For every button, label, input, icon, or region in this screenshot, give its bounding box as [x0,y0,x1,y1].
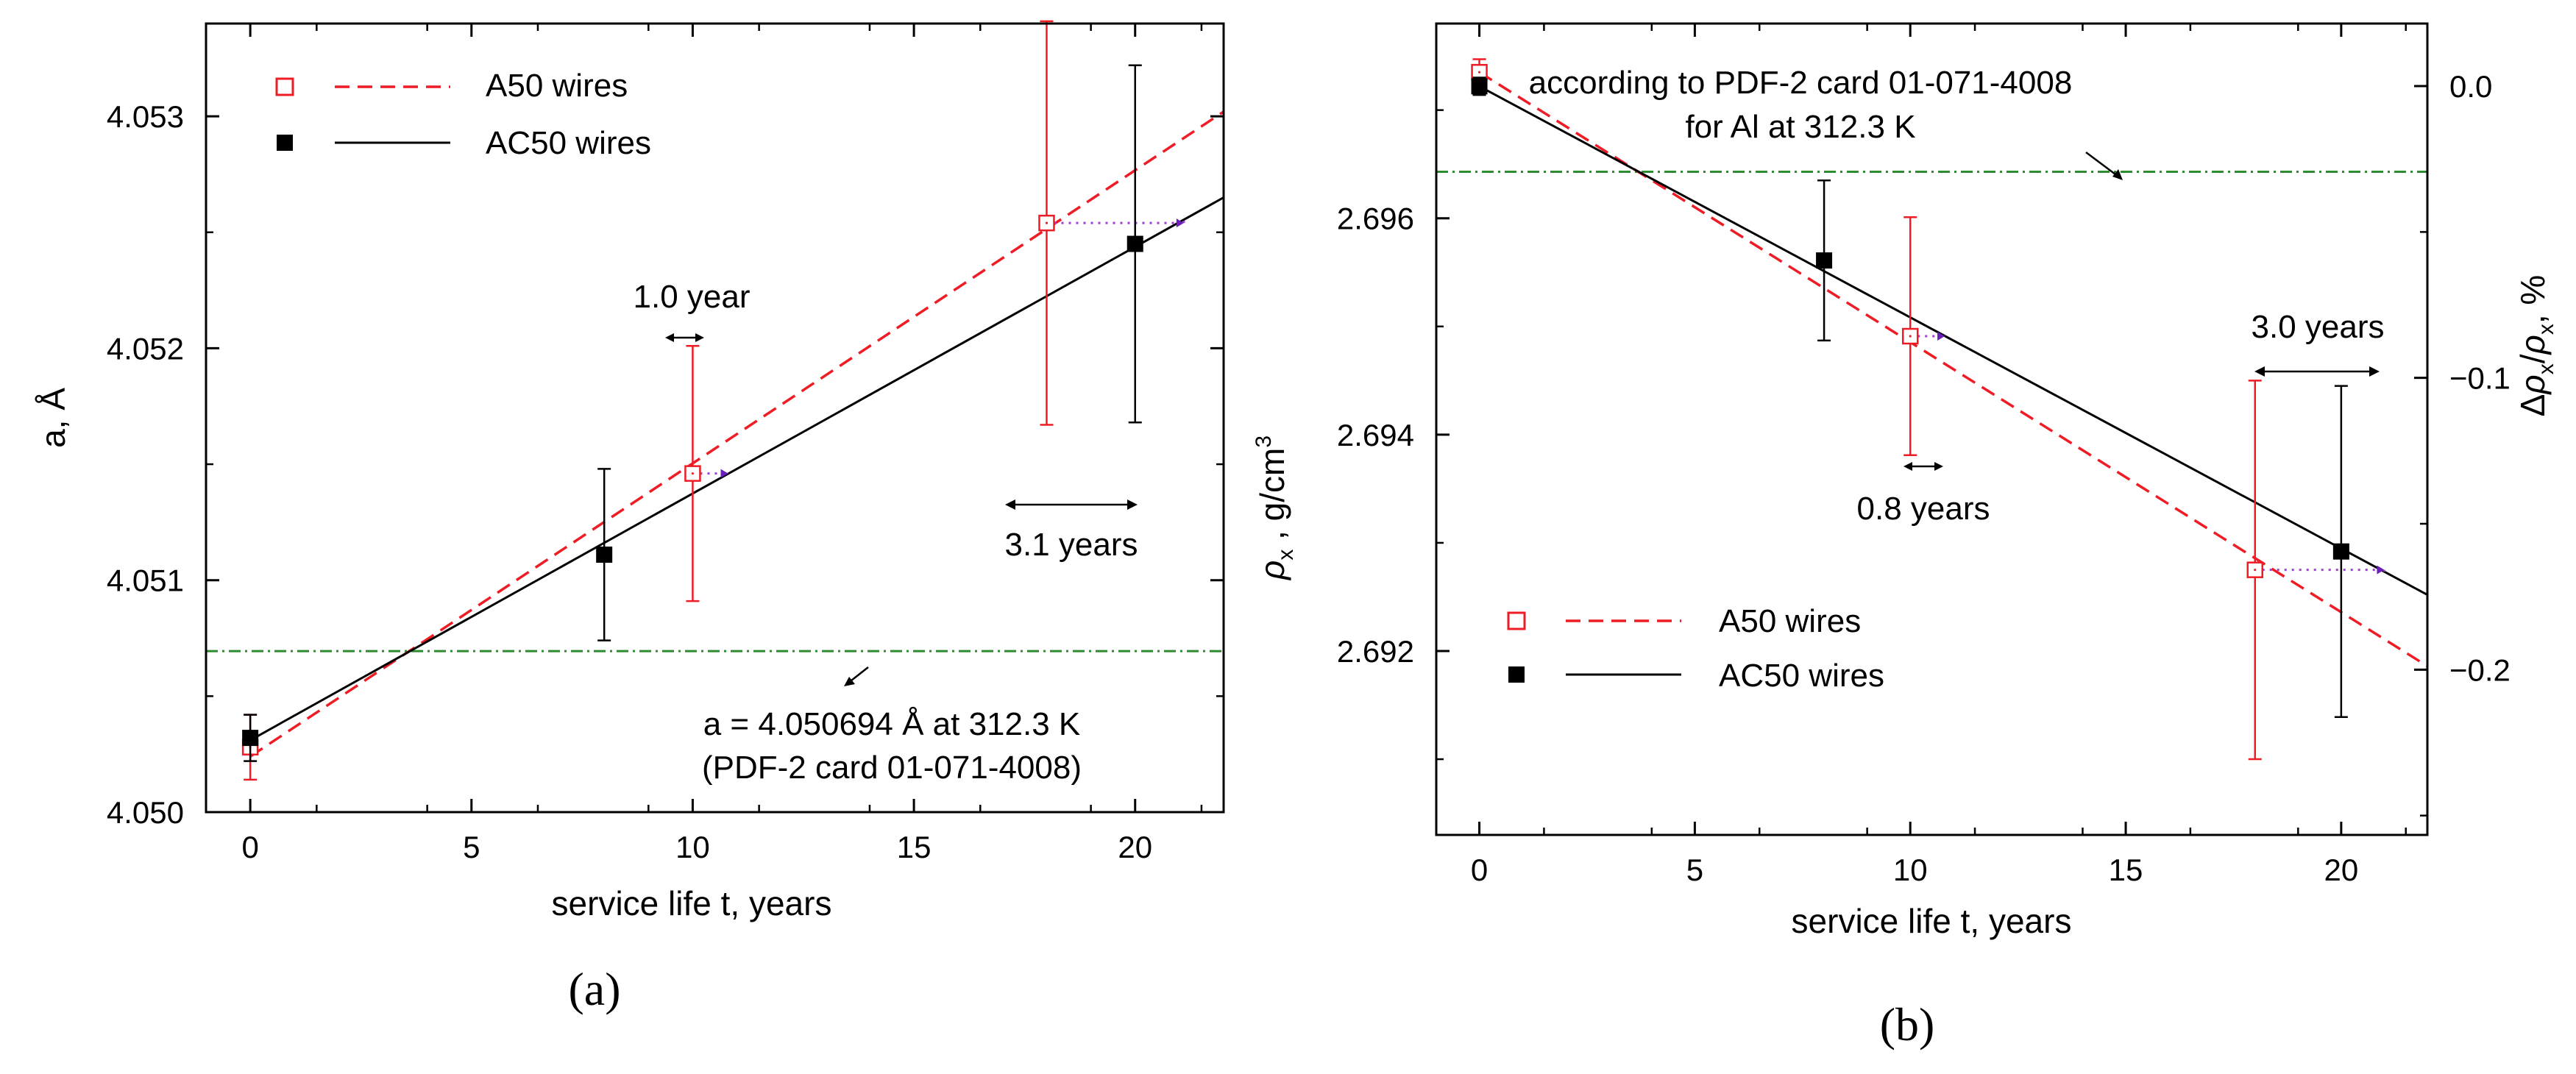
panel-b-ytick-label-0: 2.692 [1337,634,1414,669]
marker-filled-square [1471,78,1488,95]
panel-b-ytick-label-2: 2.696 [1337,202,1414,236]
legend-ac50-marker [277,135,293,151]
annotation-0-8-years: 0.8 years [1857,491,1990,527]
panel-a-ac50-point-2 [1126,64,1143,424]
panel-b-guide-mid-arrowhead [1937,332,1945,341]
marker-center-dot [2254,569,2257,572]
panel-b-x-axis-title: service life t, years [1792,902,2072,940]
marker-filled-square [242,730,259,747]
panel-b-chart: 0 5 10 15 20 2.692 2.694 2.696 0.0 −0.1 −0.2 A50 w… [1252,22,2558,1050]
panel-b-a50-point-2 [2246,380,2263,761]
panel-b-y2tick-label-0: 0.0 [2449,69,2492,104]
panel-a-a50-point-2 [1038,20,1055,426]
panel-a-plot-content [206,20,1224,781]
legend-b-ac50-label: AC50 wires [1719,658,1884,694]
panel-b-xtick-label-5: 5 [1686,853,1703,887]
panel-a-ac50-point-1 [596,468,613,641]
panel-a-y-axis-title: a, Å [34,388,72,448]
reference-annotation-arrow-b [2085,152,2123,180]
panel-b-label: (b) [1880,998,1935,1050]
panel-a-ac50-point-0 [242,714,259,762]
reference-annotation-b-line1: according to PDF-2 card 01-071-4008 [1529,65,2073,101]
panel-a-legend: A50 wires AC50 wires [275,68,651,161]
panel-b-xtick-label-20: 20 [2324,853,2359,887]
panel-b-xtick-label-10: 10 [1893,853,1928,887]
marker-filled-square [596,547,613,563]
legend-b-ac50-marker [1508,666,1525,683]
annotation-0-8-years-arrow [1903,462,1943,471]
legend-b-a50-marker [1507,611,1526,630]
panel-b-guide-last [2254,565,2385,575]
panel-a-ytick-label-3: 4.053 [107,99,184,134]
panel-b-ac50-point-2 [2332,385,2349,718]
panel-a-x-axis-title: service life t, years [552,884,832,922]
panel-b-ac50-point-1 [1816,179,1833,342]
marker-filled-square [1126,235,1143,252]
annotation-3-1-years: 3.1 years [1005,527,1138,563]
panel-a-xtick-label-15: 15 [897,830,932,864]
annotation-1-0-year-arrow [665,333,704,342]
reference-annotation-line1: a = 4.050694 Å at 312.3 K [703,706,1081,742]
panel-a-ytick-label-1: 4.051 [107,563,184,598]
marker-center-dot [1909,335,1912,338]
panel-b-ytick-label-1: 2.694 [1337,418,1414,452]
panel-a-guide-last [1046,218,1185,228]
panel-b-guide-mid [1910,332,1946,341]
legend-b-a50-label: A50 wires [1719,603,1861,639]
panel-b-plot-frame [1435,22,2429,836]
panel-b-a50-point-1 [1901,216,1919,457]
legend-a50-marker [275,77,294,96]
panel-b-xtick-label-15: 15 [2109,853,2143,887]
panel-a-chart: 0 5 10 15 20 4.050 4.051 4.052 4.053 A50 wires A… [34,20,1225,1015]
panel-a-ytick-label-2: 4.052 [107,331,184,366]
marker-filled-square [1816,252,1833,269]
annotation-3-0-years: 3.0 years [2252,309,2385,345]
panel-a-axes: 0 5 10 15 20 4.050 4.051 4.052 4.053 [107,24,1224,864]
panel-b-axes: 0 5 10 15 20 2.692 2.694 2.696 0.0 −0.1 −0.2 [1337,24,2511,887]
panel-b-guide-last-arrowhead [2377,565,2385,575]
panel-b-fit-line-ac50 [1478,85,2428,596]
panel-b-xtick-label-0: 0 [1471,853,1488,887]
panel-a-xtick-label-0: 0 [241,830,258,864]
panel-a-fit-line-ac50 [249,196,1224,742]
reference-annotation-line2: (PDF-2 card 01-071-4008) [702,750,1082,786]
panel-b-legend: A50 wires AC50 wires [1507,603,1884,694]
panel-b-ac50-point-0 [1471,77,1488,96]
panel-a-xtick-label-10: 10 [675,830,710,864]
panel-a-label: (a) [568,963,620,1015]
panel-a-guide-mid [692,469,730,478]
marker-center-dot [1045,221,1049,224]
annotation-1-0-year: 1.0 year [634,279,751,315]
panel-a-xtick-label-20: 20 [1118,830,1152,864]
panel-a-annotations: 1.0 year 3.1 years a = 4.050694 Å at 312… [634,279,1138,786]
legend-ac50-label: AC50 wires [486,125,651,161]
panel-b-y-axis-title: ρx , g/cm3 [1252,435,1298,581]
marker-center-dot [691,472,695,475]
marker-center-dot [1477,71,1481,74]
legend-a50-label: A50 wires [486,68,628,104]
panel-b-y2tick-label-1: −0.1 [2449,361,2511,396]
panel-a-guide-last-arrowhead [1176,218,1184,228]
reference-annotation-b-line2: for Al at 312.3 K [1685,109,1915,145]
panel-a-guide-mid-arrowhead [720,469,728,478]
panel-b-y2tick-label-2: −0.2 [2449,652,2511,687]
panel-b-right-axis-title: Δρx/ρx, % [2513,275,2558,417]
panel-a-a50-point-1 [684,345,701,602]
panel-b-annotations: according to PDF-2 card 01-071-4008 for … [1529,65,2385,527]
annotation-3-0-years-arrow [2254,366,2380,377]
reference-annotation-arrow-a [844,666,869,686]
panel-a-ytick-label-0: 4.050 [107,795,184,830]
panel-b-plot-content [1436,58,2428,761]
marker-filled-square [2332,543,2349,560]
panel-a-plot-frame [205,22,1225,814]
annotation-3-1-years-arrow [1005,499,1138,510]
panel-a-xtick-label-5: 5 [463,830,480,864]
